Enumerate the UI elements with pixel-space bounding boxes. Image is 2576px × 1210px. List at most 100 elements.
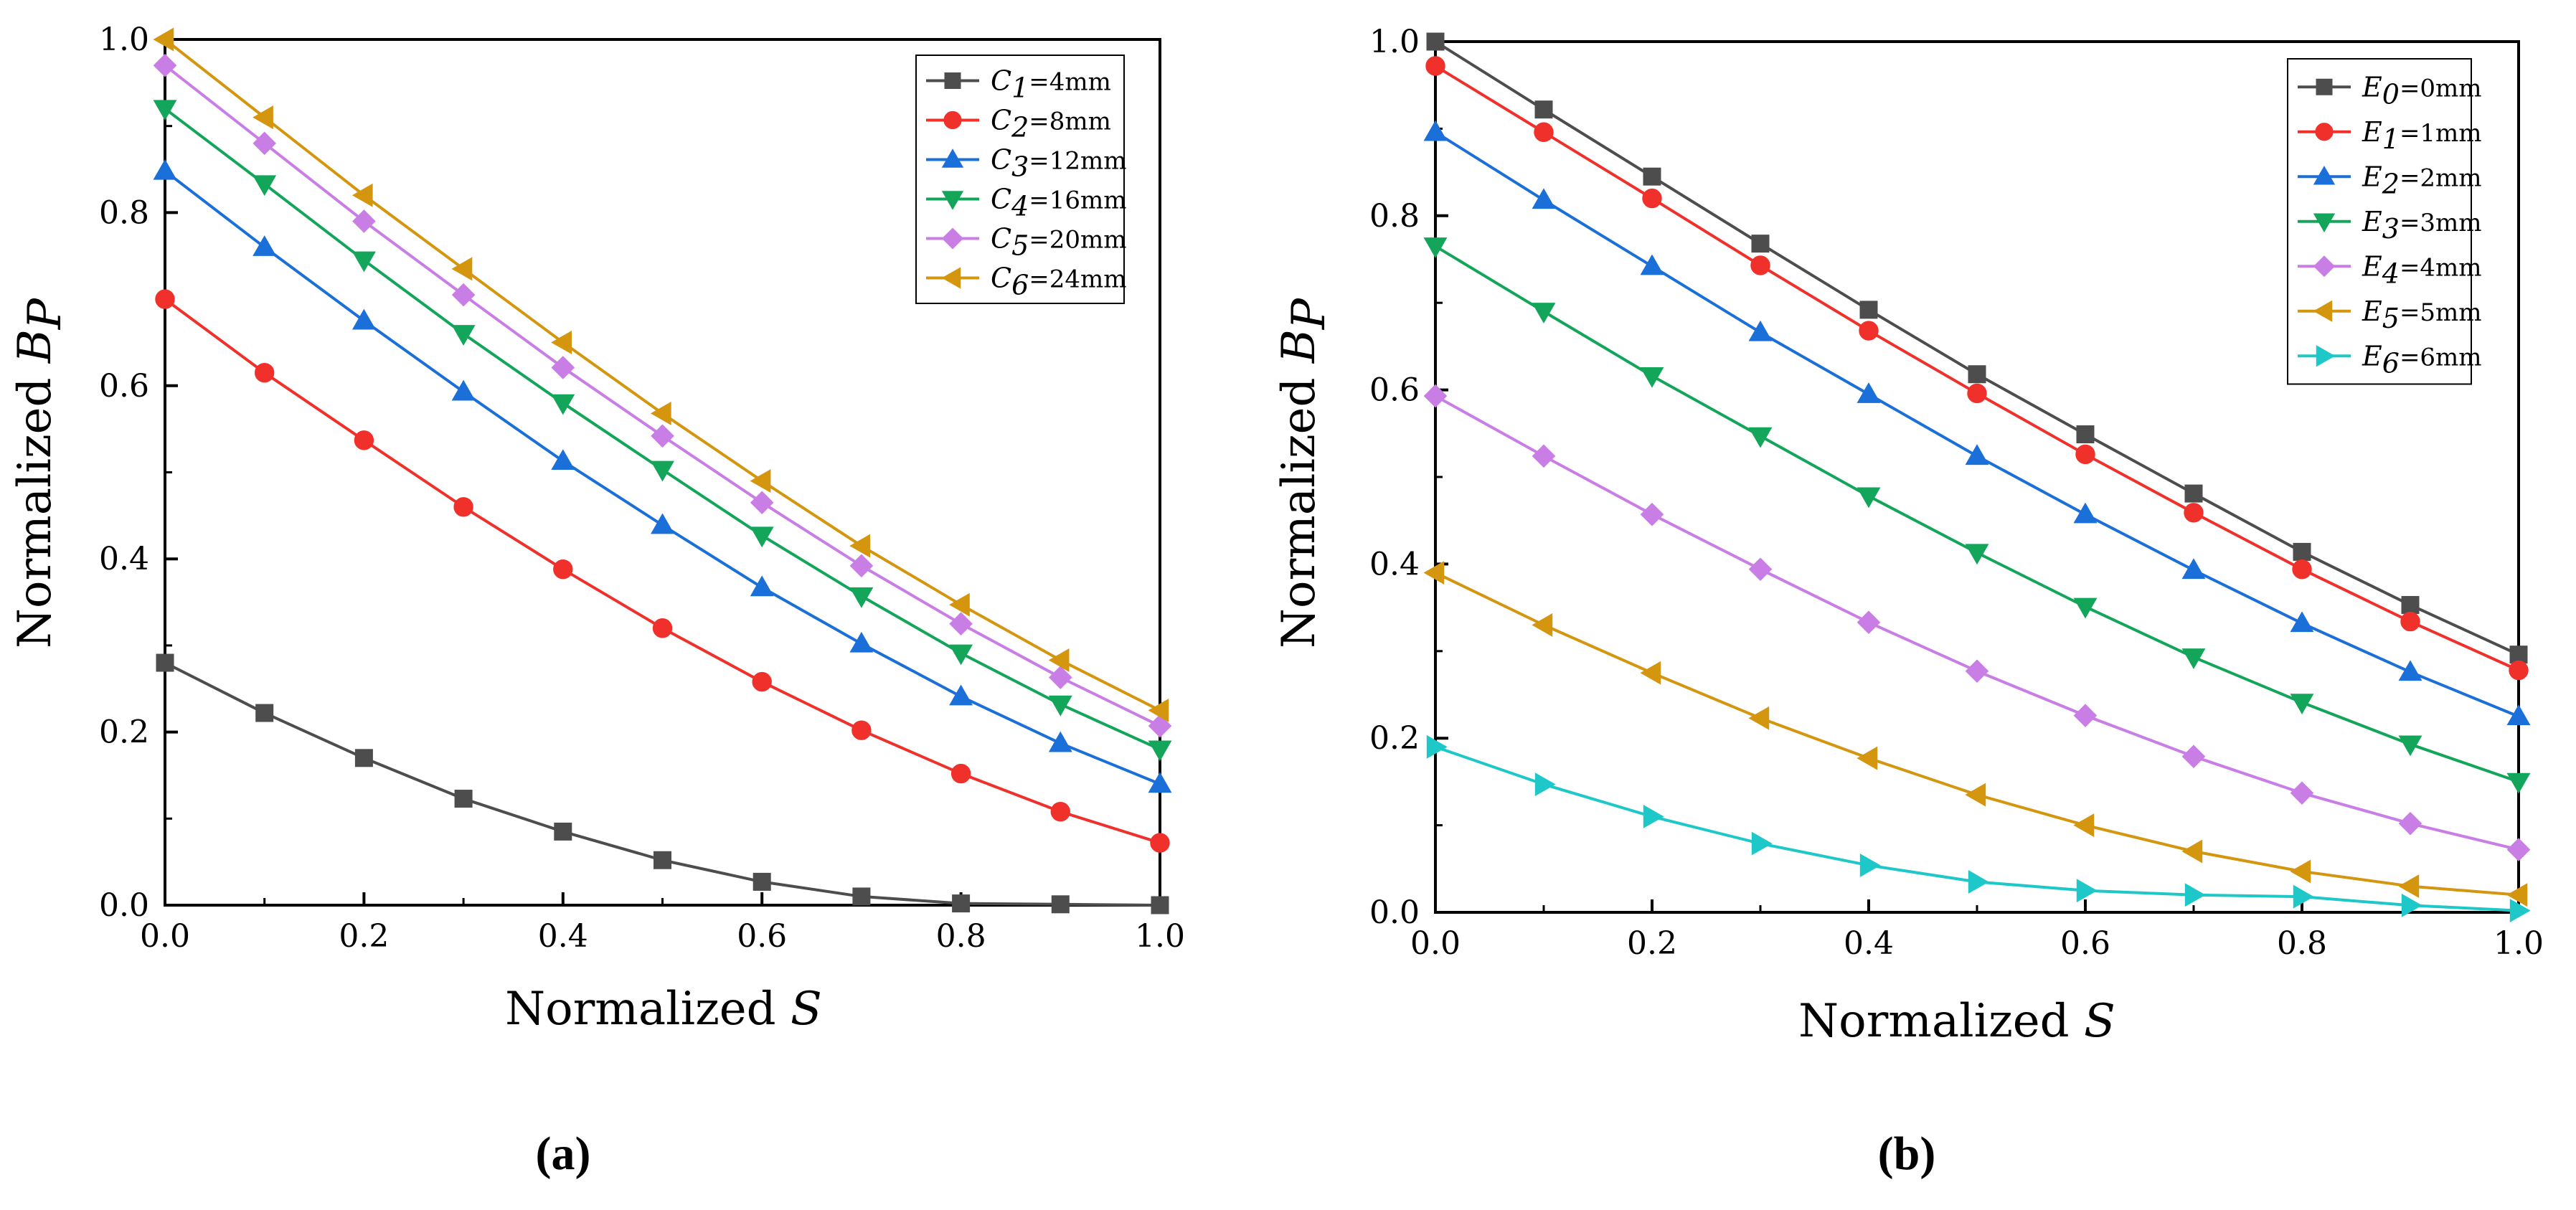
data-point: [1856, 487, 1881, 509]
data-point: [1856, 610, 1881, 635]
data-point: [2073, 704, 2098, 727]
y-tick-label: 0.2: [99, 714, 149, 751]
series-c4: [153, 100, 1172, 762]
legend-label: C2=8mm: [991, 105, 1111, 143]
data-point: [2184, 503, 2204, 523]
data-point: [849, 554, 874, 578]
data-point: [551, 449, 575, 471]
data-point: [2073, 597, 2098, 619]
x-axis-label-text: Normalized: [1798, 995, 2084, 1048]
legend-marker: [2313, 213, 2336, 233]
data-point: [352, 209, 376, 233]
data-point: [852, 887, 871, 906]
data-point: [750, 491, 774, 515]
data-point: [1050, 801, 1071, 822]
data-point: [1640, 254, 1664, 275]
data-point: [1425, 56, 1445, 76]
data-point: [654, 851, 671, 869]
data-point: [153, 27, 174, 52]
y-tick-label: 0.0: [1369, 894, 1420, 931]
data-point: [1859, 321, 1879, 341]
legend-sub: 3: [1011, 151, 1029, 183]
x-tick-label: 0.6: [737, 918, 787, 955]
data-point: [1965, 783, 1986, 807]
data-point: [1534, 772, 1556, 797]
y-axis-label: Normalized BP: [9, 298, 72, 648]
data-point: [2509, 660, 2529, 681]
data-point: [451, 379, 476, 401]
legend-var: E: [2362, 296, 2382, 327]
y-axis-label-text: Normalized: [9, 363, 62, 648]
data-point: [1643, 804, 1664, 828]
legend-label: C4=16mm: [991, 184, 1127, 222]
series-e1: [1425, 56, 2529, 681]
x-axis-label: Normalized S: [1798, 995, 2115, 1048]
x-tick-label: 0.8: [936, 918, 986, 955]
data-point: [2073, 813, 2095, 838]
data-point: [2181, 648, 2206, 669]
data-point: [2293, 884, 2314, 909]
data-point: [2401, 595, 2420, 614]
x-tick-label: 0.0: [1410, 925, 1461, 962]
legend-marker: [941, 191, 964, 210]
legend-value: =12mm: [1029, 147, 1126, 176]
data-point: [153, 100, 177, 121]
data-point: [2290, 611, 2314, 633]
series-line: [1435, 571, 2519, 897]
legend-sub: 0: [2382, 78, 2400, 110]
legend-marker: [944, 72, 961, 89]
data-point: [1423, 384, 1448, 408]
legend-label: C3=12mm: [991, 144, 1127, 183]
data-point: [1859, 301, 1878, 319]
data-point: [650, 401, 671, 425]
data-point: [651, 424, 674, 448]
data-point: [255, 704, 274, 722]
y-tick-label: 0.4: [99, 541, 149, 577]
series-e6: [1426, 734, 2531, 923]
legend-value: =4mm: [1029, 68, 1111, 97]
data-point: [253, 175, 277, 197]
legend-label: C1=4mm: [991, 65, 1111, 104]
legend-marker: [2313, 255, 2336, 278]
x-tick-label: 0.2: [1627, 925, 1677, 962]
x-tick-label: 0.0: [140, 918, 190, 955]
data-point: [2181, 745, 2206, 769]
data-point: [1148, 772, 1172, 793]
data-point: [1051, 895, 1070, 914]
legend-value: =20mm: [1029, 226, 1126, 255]
legend-var: E: [2362, 116, 2382, 148]
data-point: [1748, 320, 1773, 341]
series-c3: [153, 159, 1172, 793]
data-point: [651, 460, 674, 482]
data-point: [1748, 706, 1770, 730]
legend-marker: [943, 110, 962, 130]
legend-var: C: [991, 184, 1011, 215]
data-point: [253, 105, 273, 130]
data-point: [1150, 833, 1170, 853]
data-point: [451, 325, 476, 346]
x-axis-label-var: S: [2084, 995, 2115, 1048]
data-point: [2506, 772, 2531, 794]
legend-value: =8mm: [1029, 108, 1111, 136]
data-point: [2506, 838, 2531, 861]
data-point: [949, 612, 973, 636]
series-c5: [153, 53, 1172, 738]
series-c2: [155, 289, 1170, 853]
x-tick-label: 0.4: [538, 918, 588, 955]
data-point: [153, 159, 177, 180]
x-tick-label: 0.2: [339, 918, 389, 955]
legend-var: C: [991, 144, 1011, 176]
data-point: [1750, 255, 1770, 275]
data-point: [1426, 734, 1448, 759]
data-point: [1643, 167, 1661, 186]
data-point: [1048, 666, 1072, 689]
legend-sub: 2: [1011, 112, 1029, 143]
legend-value: =6mm: [2400, 343, 2482, 372]
legend-sub: 1: [1011, 72, 1029, 104]
data-point: [2398, 811, 2422, 836]
data-point: [1640, 502, 1664, 526]
data-point: [255, 362, 275, 383]
data-point: [153, 53, 177, 77]
data-point: [949, 684, 973, 706]
legend-sub: 6: [1011, 270, 1029, 301]
